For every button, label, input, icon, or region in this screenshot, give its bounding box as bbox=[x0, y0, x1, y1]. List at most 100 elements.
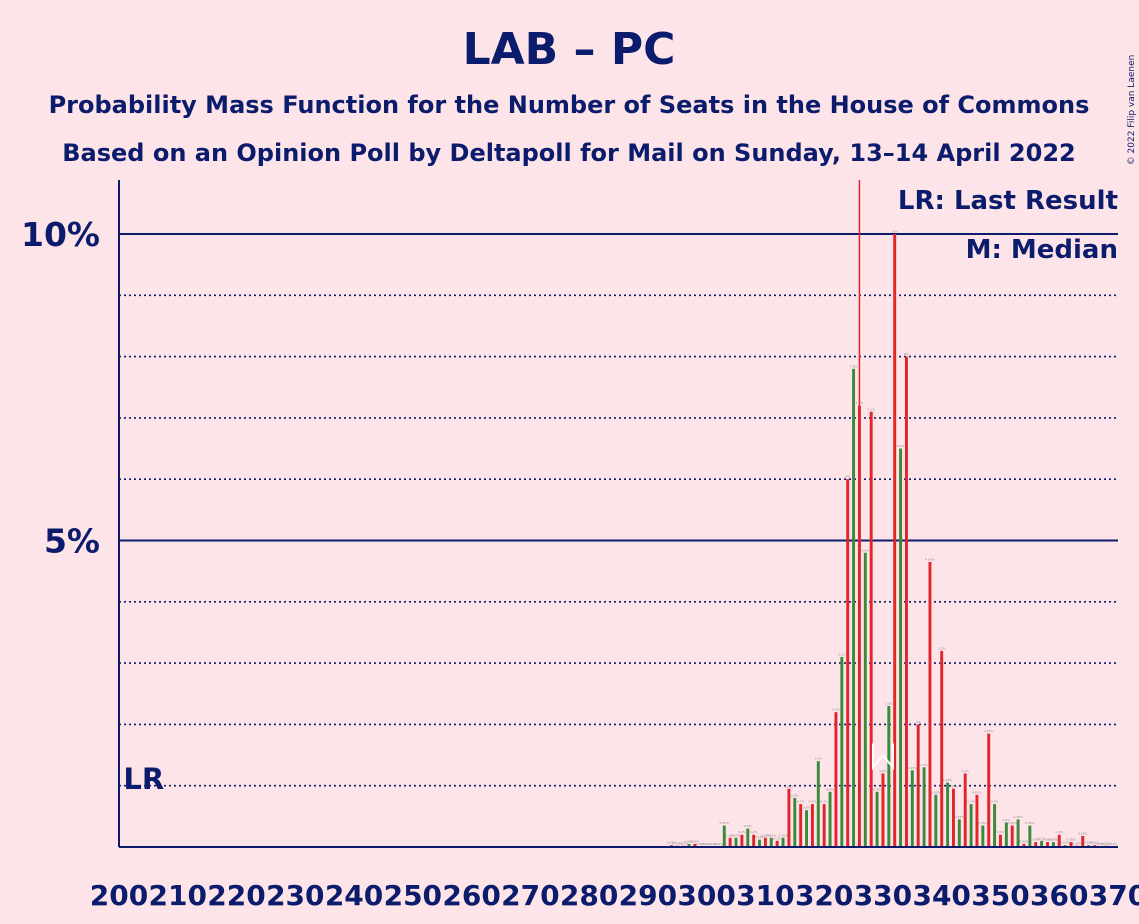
chart-subtitle-1: Probability Mass Function for the Number… bbox=[49, 91, 1090, 119]
bar-seat-332 bbox=[893, 234, 897, 847]
bar-value-label: 0.15% bbox=[725, 833, 735, 837]
bar-seat-297 bbox=[687, 843, 691, 847]
bar-seat-355 bbox=[1028, 825, 1032, 847]
median-marker bbox=[871, 743, 894, 771]
bar-value-label: 0.4% bbox=[1003, 818, 1011, 822]
bar-value-label: 1.2% bbox=[961, 769, 969, 773]
axes-group bbox=[118, 180, 1118, 848]
bar-value-label: 7.8% bbox=[850, 364, 858, 368]
bar-seat-311 bbox=[769, 837, 773, 847]
bar-seat-350 bbox=[999, 834, 1002, 847]
y-tick-label: 5% bbox=[44, 522, 100, 561]
bar-seat-349 bbox=[993, 804, 997, 847]
bar-seat-342 bbox=[951, 788, 955, 847]
bar-seat-307 bbox=[746, 828, 750, 847]
bar-value-label: 0.2% bbox=[1055, 830, 1063, 834]
bar-value-label: 0.03% bbox=[667, 841, 677, 845]
x-tick-label: 360 bbox=[1030, 879, 1088, 912]
bar-value-label: 0.85% bbox=[931, 790, 941, 794]
bar-value-label: 0.08% bbox=[1031, 838, 1041, 842]
bar-value-label: 10% bbox=[891, 230, 898, 234]
bar-value-label: 0.2% bbox=[997, 830, 1005, 834]
bar-seat-359 bbox=[1051, 842, 1055, 847]
x-tick-label: 200 bbox=[90, 879, 148, 912]
bar-value-label: 0.35% bbox=[978, 821, 988, 825]
bar-seat-306 bbox=[740, 834, 744, 847]
bar-seat-351 bbox=[1004, 822, 1008, 847]
x-tick-label: 240 bbox=[325, 879, 383, 912]
bar-seat-348 bbox=[987, 733, 991, 847]
gridlines bbox=[119, 233, 1118, 787]
bar-value-label: 0.18% bbox=[1078, 831, 1088, 835]
bar-value-label: 0.01% bbox=[714, 842, 724, 846]
x-tick-label: 210 bbox=[149, 879, 207, 912]
x-tick-label: 370 bbox=[1089, 879, 1139, 912]
bar-seat-313 bbox=[781, 837, 785, 847]
bar-seat-356 bbox=[1034, 842, 1038, 847]
bar-value-label: 0.15% bbox=[767, 833, 777, 837]
bar-value-label: 0.03% bbox=[1090, 841, 1100, 845]
bar-value-label: 0.08% bbox=[1043, 838, 1053, 842]
bar-seat-333 bbox=[899, 448, 903, 847]
bar-value-label: 1.25% bbox=[908, 766, 918, 770]
bar-value-label: 0.7% bbox=[820, 800, 828, 804]
bar-value-label: 1.85% bbox=[984, 729, 994, 733]
bar-seat-310 bbox=[763, 837, 767, 847]
bar-value-label: 0.15% bbox=[731, 833, 741, 837]
bar-seat-364 bbox=[1081, 835, 1085, 847]
x-tick-label: 270 bbox=[501, 879, 559, 912]
bar-seat-305 bbox=[734, 837, 738, 847]
bar-value-label: 6.5% bbox=[897, 444, 905, 448]
bar-seat-341 bbox=[946, 782, 950, 847]
bar-value-label: 4.8% bbox=[861, 548, 869, 552]
x-tick-label: 280 bbox=[560, 879, 618, 912]
bar-value-label: 0.85% bbox=[972, 790, 982, 794]
bar-value-label: 0.02% bbox=[678, 841, 688, 845]
bar-value-label: 0.35% bbox=[1007, 821, 1017, 825]
bar-seat-316 bbox=[799, 804, 803, 847]
bar-value-label: 0.9% bbox=[826, 787, 834, 791]
bar-value-label: 0.95% bbox=[949, 784, 959, 788]
bar-value-label: 0.7% bbox=[797, 800, 805, 804]
bar-value-label: 0.45% bbox=[1013, 815, 1023, 819]
tick-labels: 5% 10% 200 210 220 230 240 250 260 270 280 290 300 31… bbox=[21, 215, 1139, 912]
bar-value-label: 2.3% bbox=[885, 702, 893, 706]
bar-value-label: 3.1% bbox=[838, 652, 846, 656]
bar-seat-335 bbox=[910, 770, 914, 847]
bar-value-label: 1.05% bbox=[943, 778, 953, 782]
bar-value-label: 2.2% bbox=[832, 708, 840, 712]
bar-value-label: 0.01% bbox=[702, 842, 712, 846]
copyright-credit: © 2022 Filip van Laenen bbox=[1127, 55, 1137, 166]
bar-seat-328 bbox=[869, 411, 873, 847]
bar-value-label: 0.35% bbox=[720, 821, 730, 825]
x-tick-label: 300 bbox=[677, 879, 735, 912]
bar-seat-344 bbox=[963, 773, 967, 847]
bar-seat-308 bbox=[752, 834, 756, 847]
bar-seat-321 bbox=[828, 791, 832, 847]
bar-seat-337 bbox=[922, 767, 926, 847]
bar-value-label: 0.8% bbox=[791, 793, 799, 797]
last-result-label: LR bbox=[123, 762, 164, 796]
bar-seat-357 bbox=[1040, 840, 1044, 847]
bar-value-label: 0.12% bbox=[755, 835, 765, 839]
bar-value-label: 0.15% bbox=[761, 833, 771, 837]
bar-value-label: 4.65% bbox=[925, 557, 935, 561]
bar-seat-336 bbox=[916, 724, 920, 847]
bar-value-label: 0.7% bbox=[967, 800, 975, 804]
x-tick-label: 350 bbox=[971, 879, 1029, 912]
bar-seat-304 bbox=[728, 837, 732, 847]
bar-seat-312 bbox=[775, 840, 779, 847]
bar-seat-325 bbox=[852, 368, 856, 847]
bar-value-label: 0.08% bbox=[1049, 838, 1059, 842]
legend-median: M: Median bbox=[966, 235, 1118, 265]
bar-value-label: 0.01% bbox=[1096, 842, 1106, 846]
bar-value-label: 0.03% bbox=[1060, 841, 1070, 845]
bar-seat-360 bbox=[1057, 834, 1061, 847]
bar-seat-322 bbox=[834, 712, 838, 847]
bar-value-label: 0.15% bbox=[778, 833, 788, 837]
bar-value-label: 2% bbox=[916, 720, 921, 724]
x-tick-label: 230 bbox=[266, 879, 324, 912]
bar-value-label: 0.45% bbox=[955, 815, 965, 819]
bar-seat-345 bbox=[969, 804, 973, 847]
